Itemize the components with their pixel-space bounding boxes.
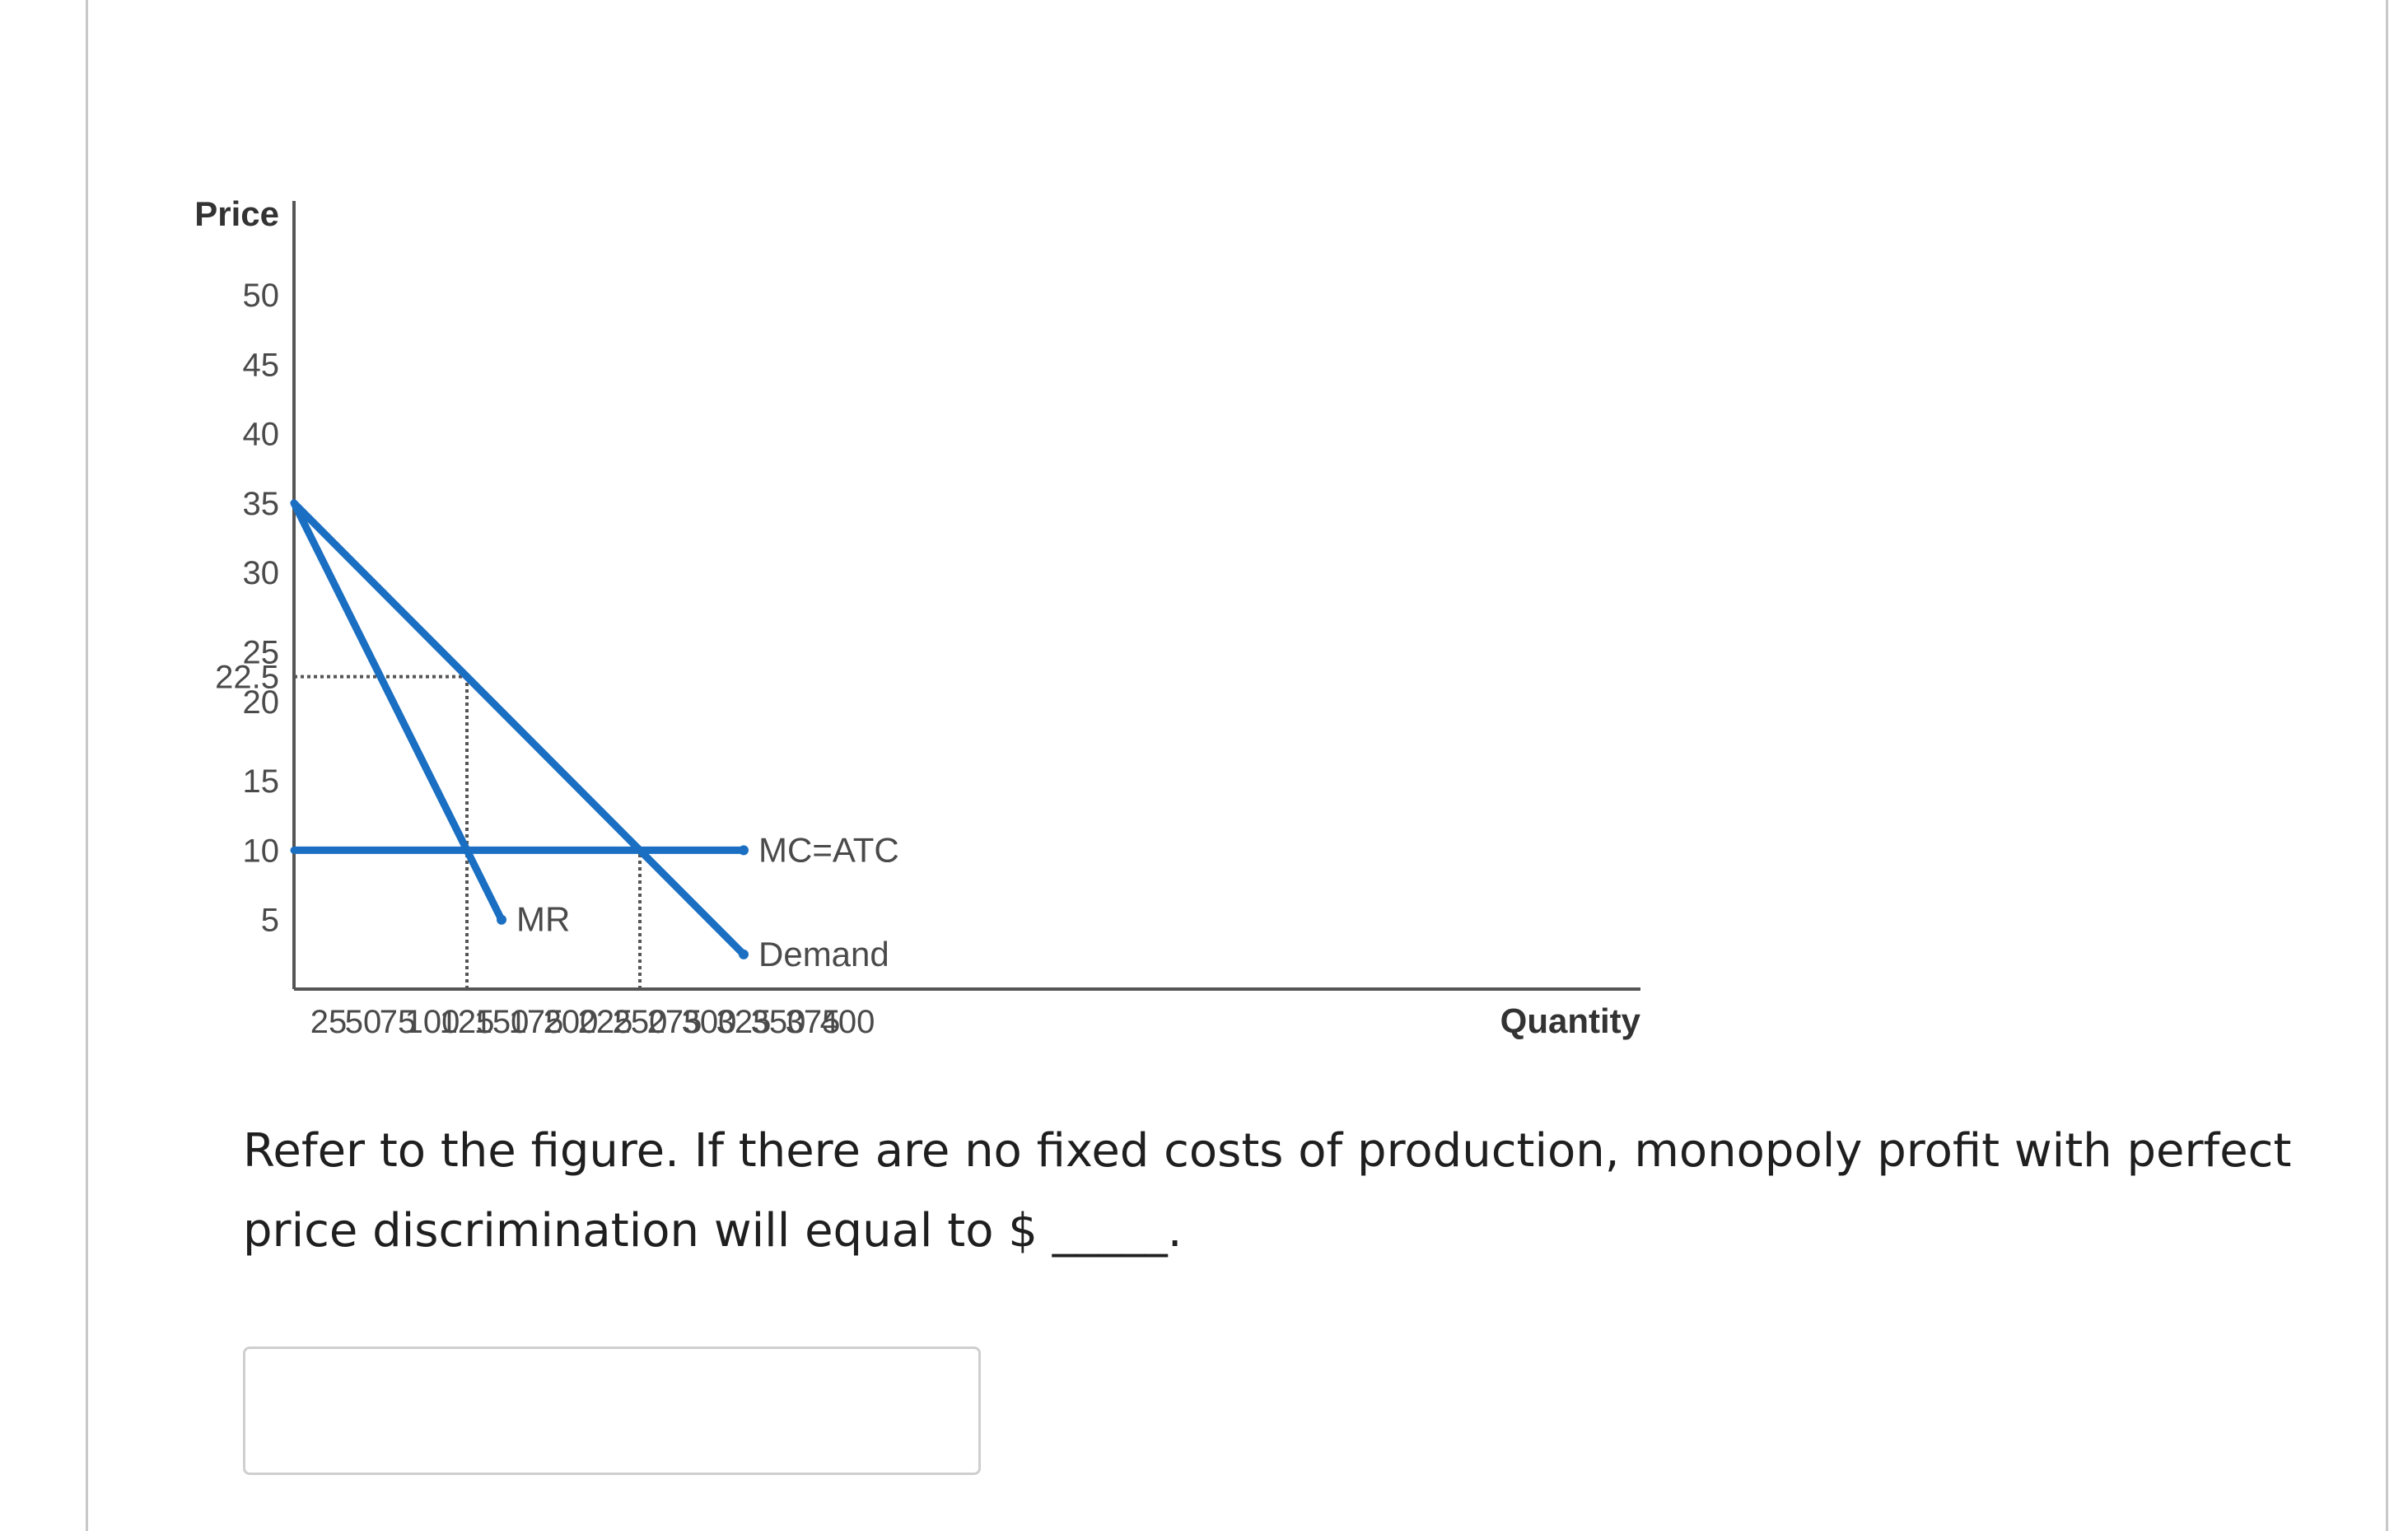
y-tick-label: 50 [243,278,280,314]
x-tick-label: 275 [647,1004,702,1040]
x-tick-label: 175 [509,1004,564,1040]
y-tick-label: 25 [243,635,280,671]
y-tick-label: 35 [243,486,280,522]
y-tick-label: 5 [261,903,279,939]
y-tick-label: 40 [243,417,280,453]
x-tick-label: 325 [716,1004,772,1040]
price-quantity-chart: PriceQuantity510152022.52530354045502550… [194,194,1641,1040]
y-tick-label: 15 [243,763,280,800]
x-tick-label: 150 [474,1004,530,1040]
answer-input[interactable] [243,1347,981,1475]
x-tick-label: 200 [544,1004,599,1040]
x-tick-label: 225 [578,1004,633,1040]
y-tick-label: 20 [243,684,280,721]
question-card: Price Quantity 5 10 15 20 22.5 25 30 35 40 45 50 25 50… [86,0,2388,1531]
x-tick-label: 25 [310,1004,348,1040]
y-tick-label: 45 [243,347,280,383]
y-tick-label: 30 [243,555,280,591]
x-tick-label: 300 [682,1004,737,1040]
mc-atc-label: MC=ATC [758,830,899,869]
question-text: Refer to the figure. If there are no fix… [243,1124,2292,1258]
x-tick-label: 75 [380,1004,417,1040]
mr-end-marker [497,914,506,925]
x-tick-label: 400 [820,1004,875,1040]
mr-label: MR [516,900,570,939]
x-tick-label: 250 [613,1004,668,1040]
x-tick-label: 100 [405,1004,460,1040]
x-axis-title: Quantity [1500,1001,1641,1040]
x-tick-label: 50 [345,1004,382,1040]
mc-atc-end-marker [739,845,749,856]
x-tick-label: 350 [751,1004,806,1040]
monopoly-figure: Price Quantity 5 10 15 20 22.5 25 30 35 40 45 50 25 50… [88,0,1818,1070]
x-tick-label: 375 [786,1004,841,1040]
mr-curve [290,499,506,924]
y-tick-label: 10 [243,833,280,869]
y-tick-label: 22.5 [215,660,279,696]
x-tick-label: 125 [440,1004,495,1040]
demand-curve [290,499,748,959]
y-axis-title: Price [194,194,279,233]
demand-label: Demand [758,935,889,973]
demand-end-marker [739,949,749,959]
